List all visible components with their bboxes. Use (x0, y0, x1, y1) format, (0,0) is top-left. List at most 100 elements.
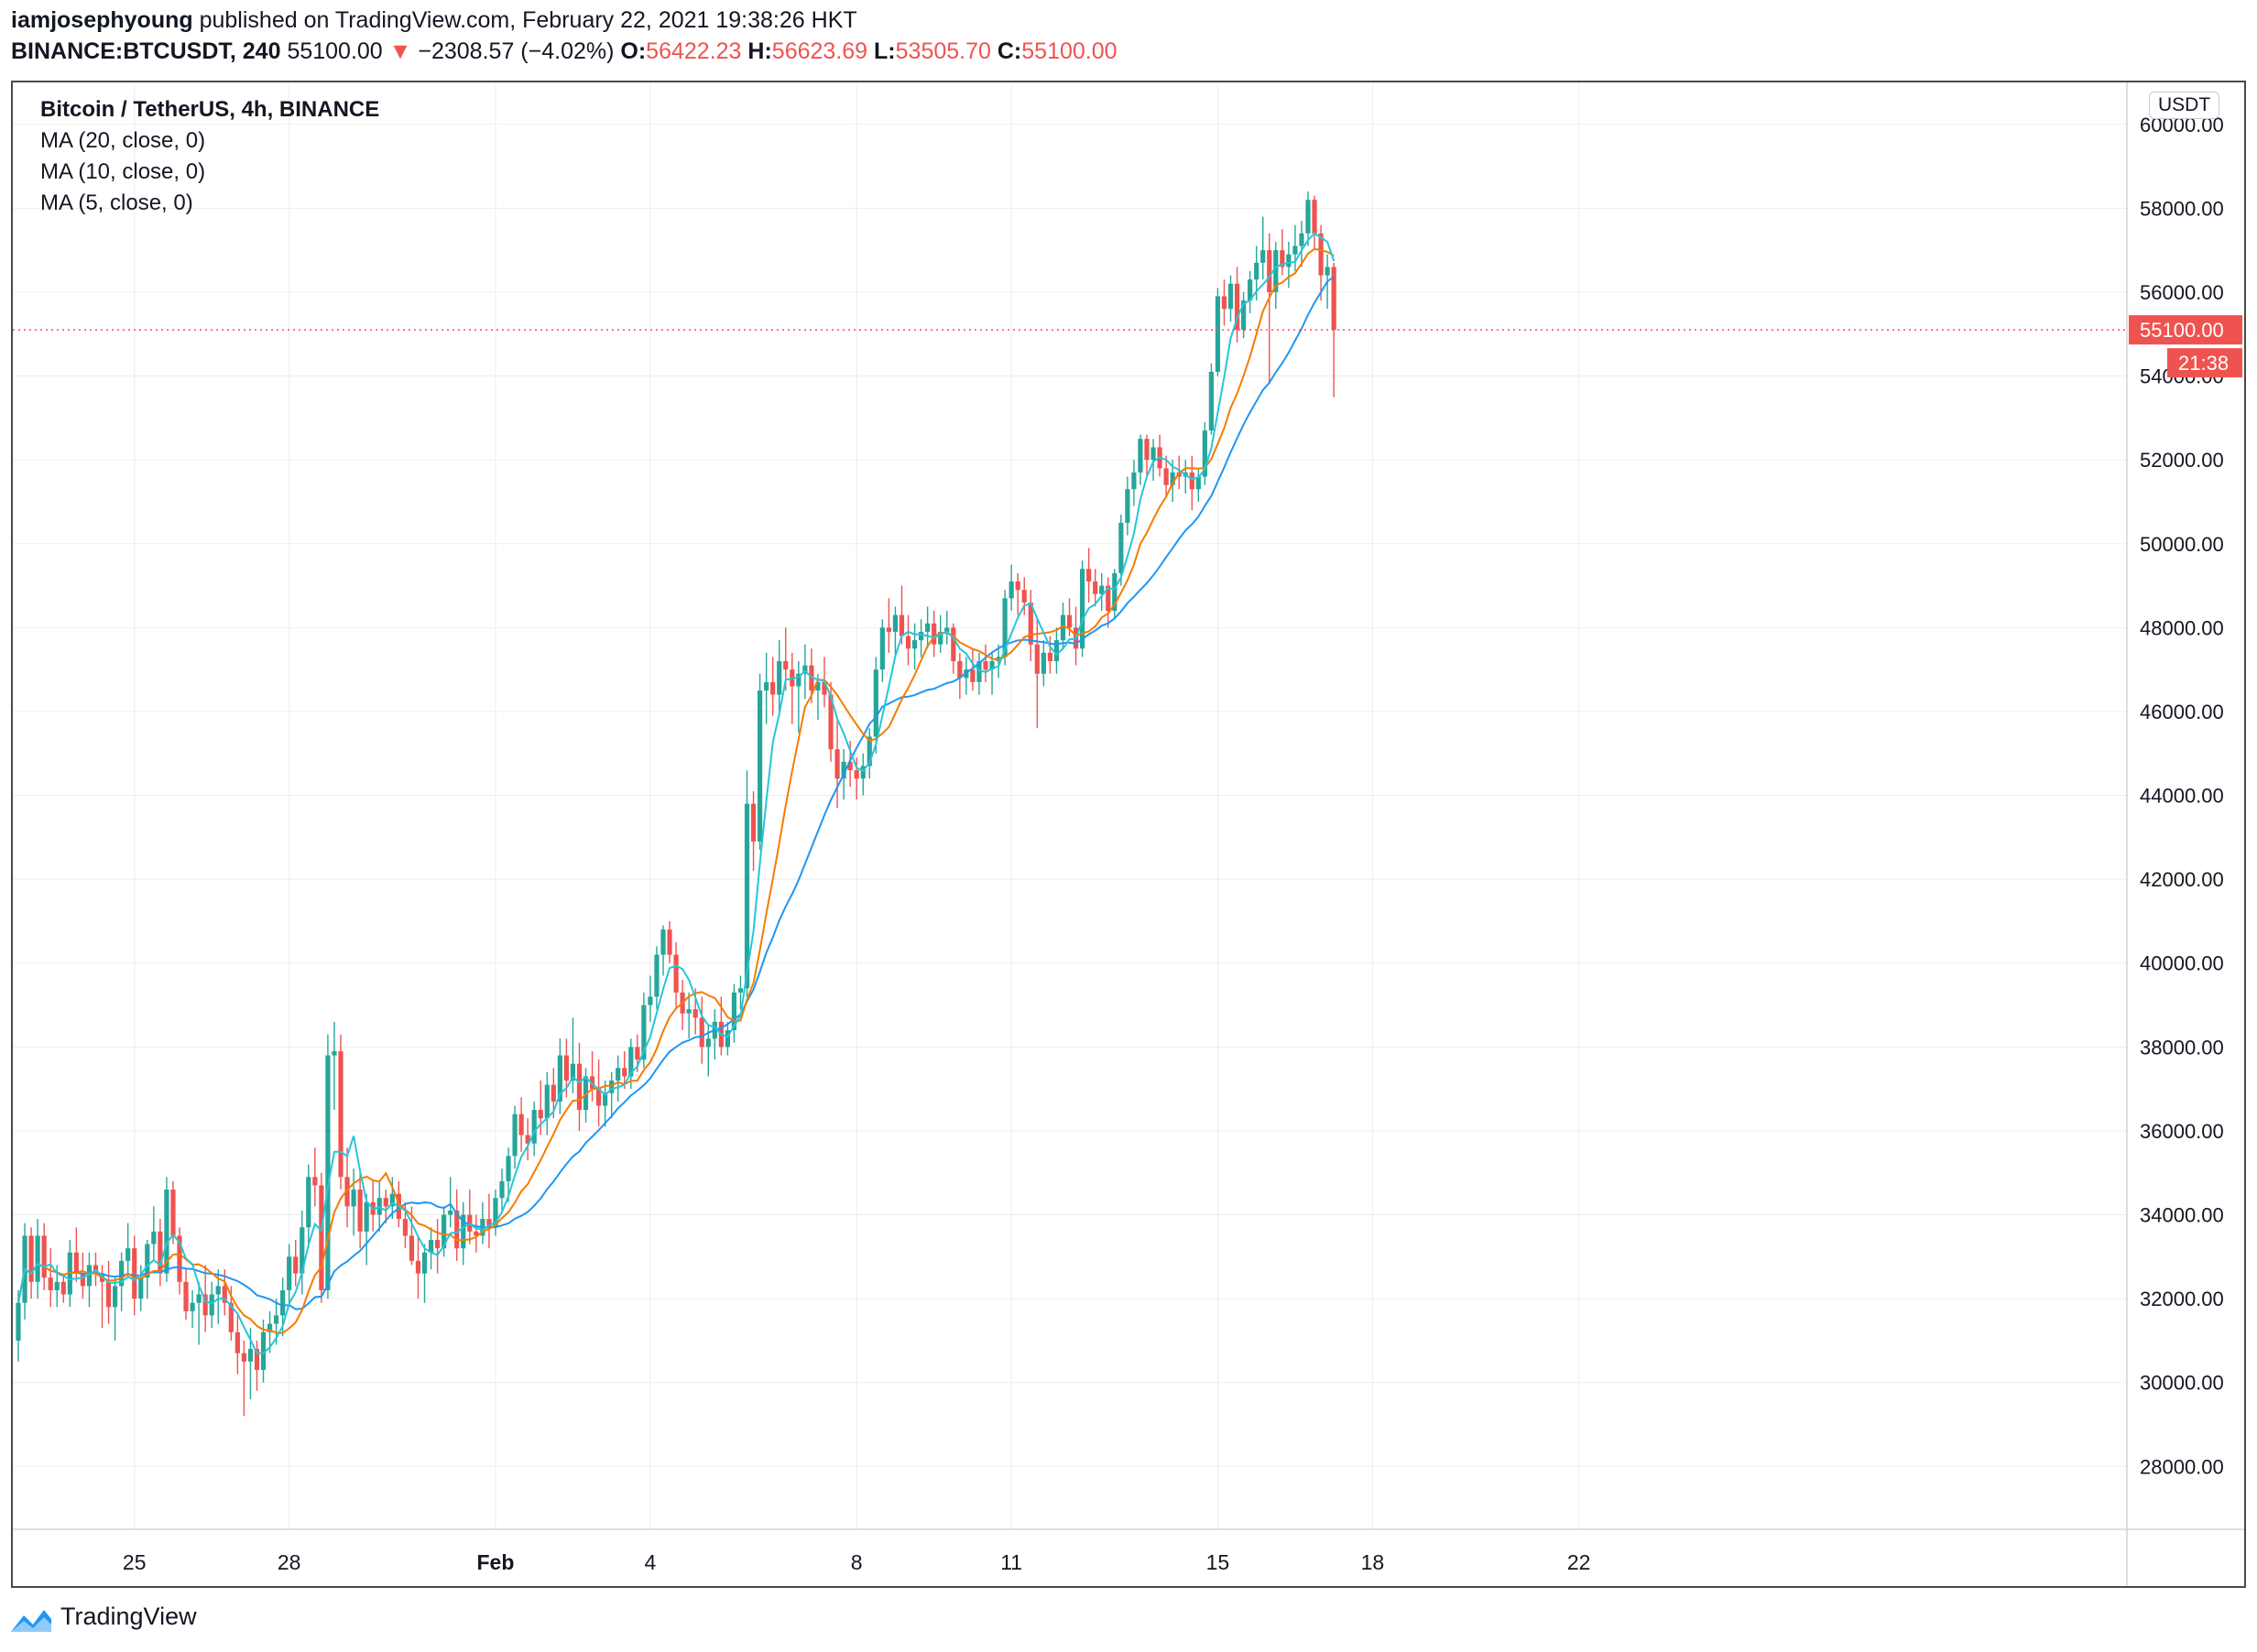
y-tick-label: 48000.00 (2140, 616, 2224, 639)
candle (138, 1265, 144, 1311)
currency-button[interactable]: USDT (2149, 92, 2220, 119)
chart-frame[interactable]: 28000.00 30000.00 32000.00 34000.00 36000.00… (11, 81, 2246, 1588)
x-tick-label: 15 (1206, 1550, 1230, 1574)
candle (834, 720, 840, 809)
current-price-label: 55100.00 (2140, 319, 2224, 342)
candle (1053, 627, 1060, 674)
y-tick-label: 40000.00 (2140, 952, 2224, 975)
down-triangle-icon: ▼ (388, 38, 412, 64)
candle (616, 1055, 621, 1102)
candle (1241, 291, 1247, 339)
candle (493, 1190, 498, 1236)
candle (48, 1248, 53, 1308)
y-tick-label: 46000.00 (2140, 701, 2224, 723)
candle (712, 1009, 717, 1060)
candle (518, 1097, 524, 1152)
candle (596, 1060, 602, 1127)
candle (570, 1017, 576, 1093)
x-tick-label: 18 (1361, 1550, 1385, 1574)
legend-ma10[interactable]: MA (10, close, 0) (40, 159, 206, 184)
candle (499, 1168, 505, 1211)
candle (1273, 242, 1279, 310)
candle (731, 984, 737, 1043)
y-tick-label: 28000.00 (2140, 1455, 2224, 1478)
candle (415, 1235, 421, 1299)
candle (1028, 590, 1033, 661)
candle (603, 1080, 608, 1127)
y-tick-label: 42000.00 (2140, 868, 2224, 891)
candle (1299, 221, 1304, 267)
candle (737, 975, 744, 1010)
candle (673, 941, 679, 1010)
legend-ma5[interactable]: MA (5, close, 0) (40, 190, 193, 215)
candle (860, 753, 866, 796)
candle (1099, 572, 1105, 612)
candle (932, 611, 937, 658)
y-tick-label: 50000.00 (2140, 533, 2224, 556)
candle (383, 1190, 388, 1223)
candle (667, 920, 672, 963)
y-tick-label: 44000.00 (2140, 785, 2224, 808)
candle (886, 598, 891, 653)
candle (86, 1252, 93, 1308)
price-chart[interactable]: 28000.00 30000.00 32000.00 34000.00 36000.00… (13, 82, 2244, 1586)
candle (609, 1071, 615, 1119)
candle (1312, 195, 1317, 251)
author-name[interactable]: iamjosephyoung (11, 7, 193, 33)
candle (80, 1252, 85, 1299)
candle (957, 652, 963, 700)
candle (293, 1240, 299, 1287)
candle (41, 1223, 47, 1290)
candle (183, 1269, 189, 1321)
candle (234, 1315, 240, 1375)
candle (1234, 266, 1240, 342)
candle (209, 1281, 214, 1329)
candle (538, 1080, 543, 1136)
candle (1106, 577, 1111, 628)
candle (1195, 468, 1201, 502)
high-value: 56623.69 (771, 38, 868, 64)
candle (983, 644, 988, 682)
candle (35, 1219, 40, 1299)
candle (338, 1034, 343, 1190)
candle (576, 1042, 583, 1131)
candle (705, 1026, 711, 1077)
candle (480, 1201, 485, 1244)
ma20-line (17, 276, 1335, 1310)
published-text: published on TradingView.com, February 2… (199, 7, 857, 33)
candle (151, 1206, 157, 1261)
candle (357, 1172, 363, 1249)
candle (873, 657, 878, 754)
legend-ma20[interactable]: MA (20, close, 0) (40, 128, 206, 153)
candle (1221, 279, 1227, 326)
x-tick-label: 8 (851, 1550, 863, 1574)
last-price: 55100.00 (287, 38, 383, 64)
x-tick-label: 22 (1567, 1550, 1591, 1574)
candle (1260, 216, 1266, 280)
candle (1009, 564, 1014, 612)
candle (686, 992, 692, 1039)
x-tick-label: 25 (123, 1550, 147, 1574)
y-tick-label: 38000.00 (2140, 1036, 2224, 1059)
candle (1047, 636, 1052, 674)
candle (332, 1021, 337, 1111)
candle (1163, 455, 1169, 498)
candle (1331, 262, 1336, 397)
candle (964, 657, 969, 695)
y-tick-label: 52000.00 (2140, 449, 2224, 472)
candle (312, 1147, 318, 1207)
candle (1118, 514, 1124, 586)
candle (867, 728, 872, 779)
candle (744, 770, 750, 997)
candle (589, 1050, 595, 1102)
candle (512, 1105, 518, 1169)
candle (1015, 572, 1020, 615)
ma5-line (17, 232, 1336, 1354)
candle (1248, 271, 1253, 313)
y-tick-label: 56000.00 (2140, 281, 2224, 304)
low-label: L: (874, 38, 896, 64)
candle (544, 1071, 550, 1136)
candle (1208, 363, 1214, 435)
y-tick-label: 36000.00 (2140, 1120, 2224, 1143)
candle (648, 975, 653, 1022)
